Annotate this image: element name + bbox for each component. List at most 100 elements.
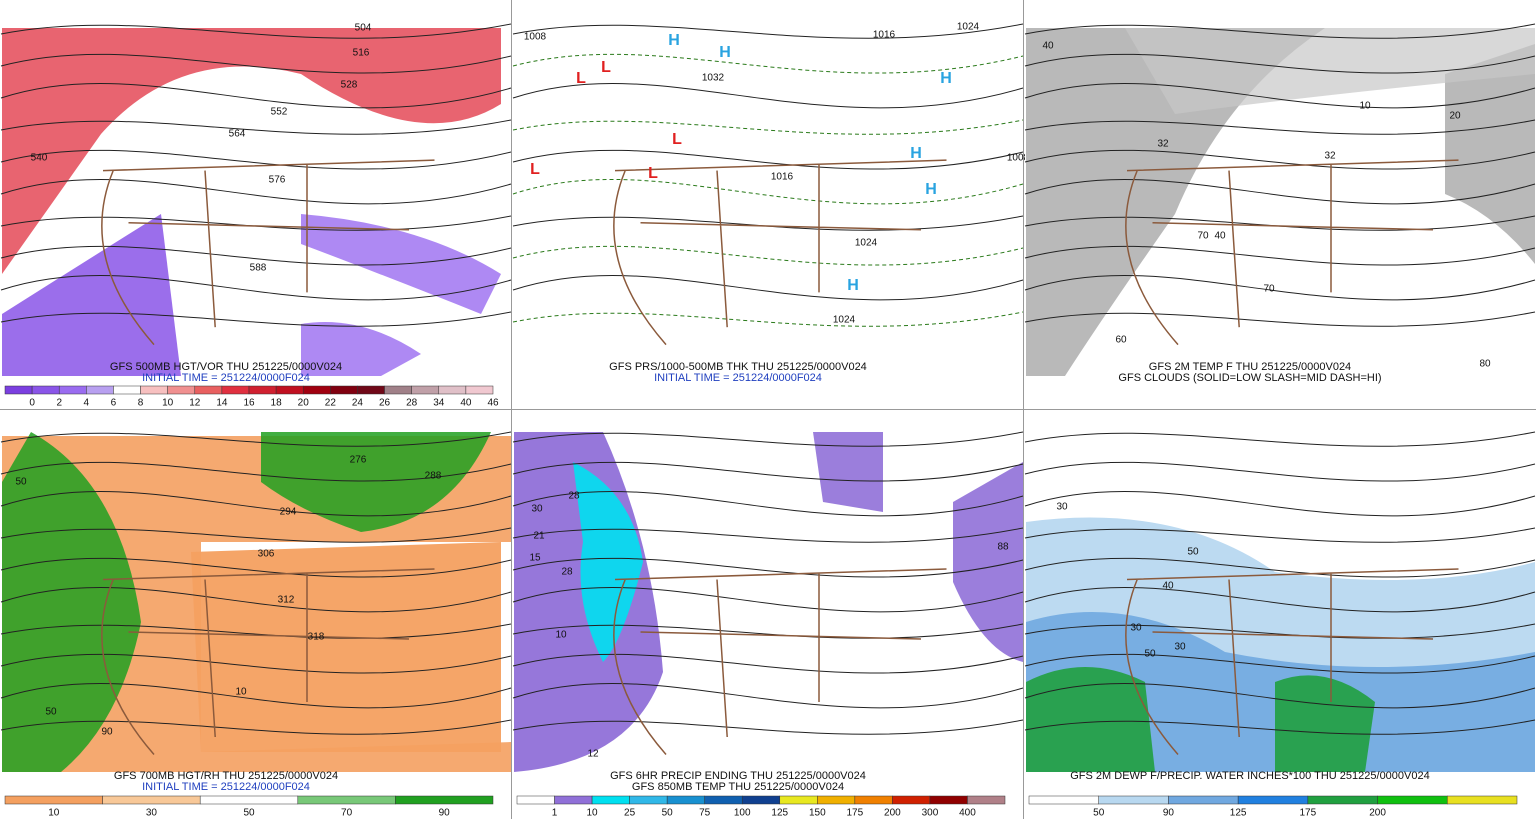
contour-line <box>0 23 512 39</box>
pressure-center: H <box>847 277 859 294</box>
contour-line <box>0 527 512 543</box>
contour-label: 50 <box>45 707 57 718</box>
contour-line <box>0 719 512 735</box>
contour-line <box>1024 149 1536 170</box>
field-region <box>813 432 883 512</box>
colorbar-swatch <box>779 795 818 805</box>
contour-label: 564 <box>229 129 246 140</box>
field-region <box>573 462 643 662</box>
contour-label: 50 <box>1187 547 1199 558</box>
colorbar-swatch <box>86 385 114 395</box>
pressure-center: L <box>576 70 586 87</box>
contour-line <box>512 178 1024 205</box>
colorbar-label: 14 <box>216 398 228 409</box>
colorbar-swatch <box>248 385 277 395</box>
contour-label: 1016 <box>873 30 896 41</box>
contour-label: 276 <box>350 455 367 466</box>
colorbar-swatch <box>741 795 781 805</box>
contour-label: 80 <box>1479 359 1491 370</box>
contour-line <box>512 557 1024 578</box>
colorbar-swatch <box>892 795 931 805</box>
contour-label: 21 <box>533 531 545 542</box>
colorbar-label: 1 <box>552 808 558 819</box>
map-field: 276 288 294 306 312 318 50 10 90 50 <box>0 431 512 772</box>
contour-line <box>1024 490 1536 517</box>
contour-line <box>512 82 1024 109</box>
colorbar-swatch <box>1168 795 1239 805</box>
contour-label: 516 <box>353 48 370 59</box>
colorbar-swatch <box>221 385 250 395</box>
contour-label: 1024 <box>855 238 878 249</box>
borders <box>613 159 947 346</box>
colorbar-label: 16 <box>243 398 255 409</box>
colorbar-swatch <box>330 385 358 395</box>
colorbar-label: 150 <box>809 808 826 819</box>
contour-label: 30 <box>531 504 543 515</box>
colorbar-swatch <box>1447 795 1518 805</box>
colorbar-label: 34 <box>433 398 445 409</box>
colorbar-swatch <box>102 795 201 805</box>
colorbar-swatch <box>140 385 168 395</box>
colorbar-label: 4 <box>84 398 90 409</box>
colorbar-label: 125 <box>1230 808 1247 819</box>
colorbar-swatch <box>1028 795 1099 805</box>
colorbar-swatch <box>395 795 494 805</box>
colorbar-swatch <box>384 385 412 395</box>
pressure-center: H <box>719 44 731 61</box>
contour-label: 1024 <box>957 22 980 33</box>
contour-line <box>512 431 1024 447</box>
colorbar-label: 50 <box>1093 808 1105 819</box>
colorbar-label: 100 <box>734 808 751 819</box>
contour-line <box>0 274 512 301</box>
colorbar-swatch <box>302 385 331 395</box>
colorbar-label: 200 <box>1369 808 1386 819</box>
contour-line <box>1024 274 1536 301</box>
contour-line <box>0 490 512 517</box>
pressure-center: H <box>925 181 937 198</box>
colorbar-label: 50 <box>662 808 674 819</box>
contour-line <box>0 82 512 109</box>
caption: GFS CLOUDS (SOLID=LOW SLASH=MID DASH=HI) <box>1118 372 1381 384</box>
caption: GFS 850MB TEMP THU 251225/0000V024 <box>632 781 844 793</box>
contour-line <box>1024 653 1536 674</box>
colorbar-swatch <box>411 385 440 395</box>
contour-label: 40 <box>1042 41 1054 52</box>
caption: INITIAL TIME = 251224/0000F024 <box>142 781 310 793</box>
map-field: 30 50 40 30 50 30 <box>1024 431 1536 772</box>
colorbar-label: 10 <box>162 398 174 409</box>
field-region <box>261 432 491 532</box>
contour-label: 552 <box>271 107 288 118</box>
borders <box>1125 159 1459 346</box>
caption: INITIAL TIME = 251224/0000F024 <box>654 372 822 384</box>
field-region <box>2 432 141 772</box>
colorbar-swatch <box>113 385 141 395</box>
contour-line <box>1024 311 1536 327</box>
field-region <box>2 214 181 376</box>
contour-line <box>0 149 512 170</box>
field-region <box>1445 44 1535 264</box>
colorbar-label: 6 <box>111 398 117 409</box>
contour-label: 540 <box>31 153 48 164</box>
field-region <box>2 28 501 274</box>
pressure-center: H <box>940 70 952 87</box>
contour-line <box>512 586 1024 613</box>
contour-label: 1032 <box>702 73 725 84</box>
field-region <box>1026 667 1155 772</box>
contour-label: 90 <box>101 727 113 738</box>
contour-line <box>1024 719 1536 735</box>
pressure-center: L <box>648 165 658 182</box>
contour-line <box>0 682 512 709</box>
colorbar-label: 24 <box>352 398 364 409</box>
colorbar-swatch <box>357 385 385 395</box>
pressure-center: L <box>601 59 611 76</box>
colorbar-label: 12 <box>189 398 201 409</box>
colorbar-label: 0 <box>29 398 35 409</box>
contour-label: 30 <box>1130 623 1142 634</box>
contour-line <box>0 461 512 482</box>
colorbar-label: 125 <box>771 808 788 819</box>
contour-line <box>1024 527 1536 543</box>
colorbar-label: 8 <box>138 398 144 409</box>
contour-label: 32 <box>1324 151 1336 162</box>
colorbar-label: 22 <box>325 398 337 409</box>
colorbar-swatch <box>704 795 743 805</box>
